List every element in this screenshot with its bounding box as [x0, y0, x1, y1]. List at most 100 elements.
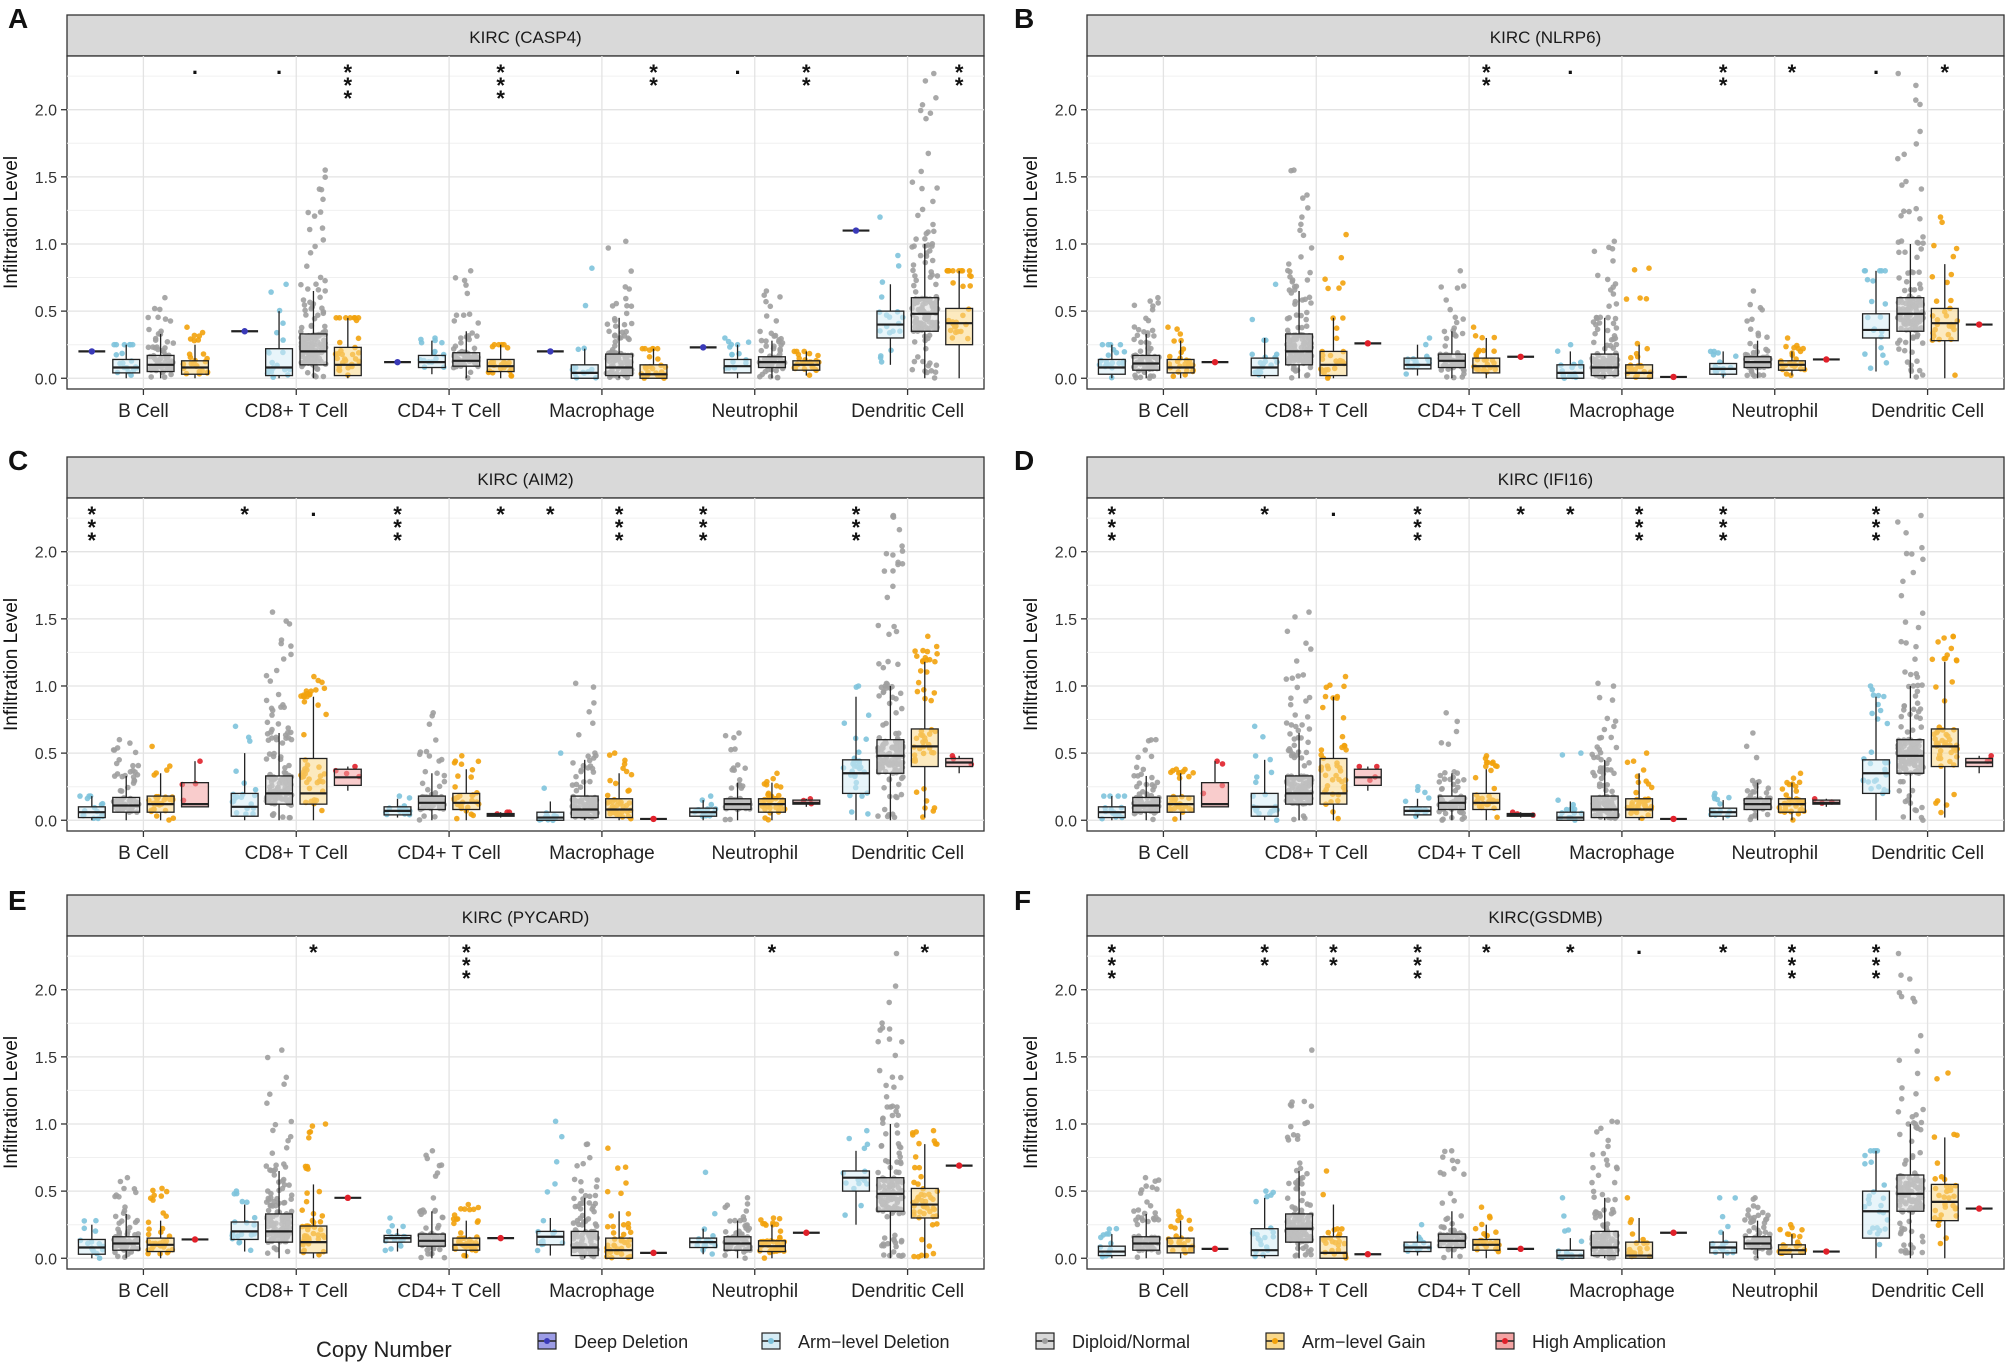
data-point — [1440, 816, 1446, 822]
data-point — [604, 321, 611, 328]
data-point — [1454, 718, 1460, 725]
data-point — [1914, 358, 1920, 365]
data-point — [459, 753, 465, 759]
y-axis-label: Infiltration Level — [1, 156, 22, 289]
data-point — [1733, 353, 1739, 360]
data-point — [1340, 315, 1346, 321]
data-point — [910, 267, 916, 274]
data-point — [1307, 364, 1314, 371]
data-point — [1143, 315, 1149, 322]
data-point — [1323, 684, 1330, 691]
data-point — [573, 773, 579, 780]
box-high_amp — [1507, 353, 1535, 360]
data-point — [1288, 722, 1295, 728]
data-point — [283, 1074, 290, 1081]
data-point — [582, 302, 589, 309]
y-tick-label: 2.0 — [35, 983, 57, 1000]
group-macrophage: ** — [536, 60, 669, 382]
data-point — [1306, 726, 1313, 732]
data-point — [925, 633, 931, 640]
y-tick-label: 0.5 — [1055, 746, 1077, 763]
data-point — [1595, 680, 1601, 687]
data-point — [1283, 676, 1290, 682]
data-point — [1284, 315, 1291, 322]
data-point — [865, 712, 872, 718]
data-point — [1318, 752, 1324, 758]
data-point — [881, 568, 888, 574]
data-point — [1919, 544, 1925, 551]
data-point — [288, 729, 294, 736]
data-point — [1559, 752, 1566, 758]
data-point — [1790, 817, 1796, 823]
data-point — [1140, 766, 1147, 773]
data-point — [1286, 261, 1292, 267]
data-point — [1101, 793, 1107, 799]
data-point — [1751, 373, 1758, 379]
data-point — [1134, 332, 1141, 339]
box — [146, 354, 175, 373]
data-point — [1458, 809, 1464, 816]
data-point — [1461, 777, 1467, 783]
data-point — [761, 292, 767, 299]
box-diploid — [1742, 288, 1773, 379]
data-point — [1577, 359, 1584, 366]
data-point — [1578, 750, 1584, 756]
data-point — [1133, 764, 1140, 771]
significance-text: * — [309, 940, 318, 965]
data-point — [322, 1121, 329, 1127]
data-point — [1149, 782, 1155, 788]
data-point — [323, 711, 329, 718]
significance-text: * — [955, 73, 964, 98]
data-point — [1131, 336, 1137, 343]
data-point — [1459, 330, 1466, 337]
data-point — [433, 737, 439, 743]
data-point — [281, 1199, 288, 1206]
data-point — [1145, 340, 1152, 347]
data-point — [899, 705, 905, 712]
data-point — [1915, 624, 1922, 631]
data-point — [187, 336, 194, 342]
data-point — [623, 295, 629, 302]
data-point — [572, 680, 579, 687]
data-point — [762, 815, 768, 821]
data-point — [930, 198, 936, 205]
data-point — [1898, 213, 1904, 219]
data-point — [878, 294, 885, 300]
significance-mark: *** — [1413, 502, 1422, 553]
data-point — [355, 335, 362, 342]
box — [1861, 759, 1891, 795]
data-point — [628, 268, 634, 274]
data-point — [1300, 195, 1306, 201]
data-point — [1594, 754, 1601, 760]
data-point — [438, 756, 445, 763]
data-point — [154, 344, 160, 350]
data-point — [316, 1188, 323, 1195]
data-point — [1304, 714, 1311, 720]
data-point — [269, 707, 276, 714]
data-point — [263, 672, 270, 679]
data-point — [899, 548, 906, 554]
data-point — [1951, 791, 1957, 798]
data-point — [1916, 269, 1922, 276]
data-point — [280, 656, 287, 662]
data-point — [1308, 646, 1314, 652]
data-point — [1918, 724, 1925, 730]
box — [1930, 307, 1959, 342]
data-point — [895, 730, 902, 737]
data-point — [883, 550, 890, 557]
data-point — [934, 273, 941, 279]
data-point — [337, 339, 343, 346]
data-point — [320, 310, 327, 317]
data-point — [932, 658, 938, 665]
data-point — [1113, 349, 1120, 356]
data-point — [406, 795, 413, 801]
significance-text: * — [1788, 60, 1797, 85]
group-b-cell — [1096, 294, 1229, 381]
data-point — [628, 320, 635, 327]
data-point — [895, 661, 901, 668]
significance-text: * — [546, 502, 555, 527]
data-point — [425, 786, 431, 793]
data-point — [302, 307, 308, 314]
data-point — [315, 677, 322, 684]
data-point — [1899, 182, 1905, 188]
